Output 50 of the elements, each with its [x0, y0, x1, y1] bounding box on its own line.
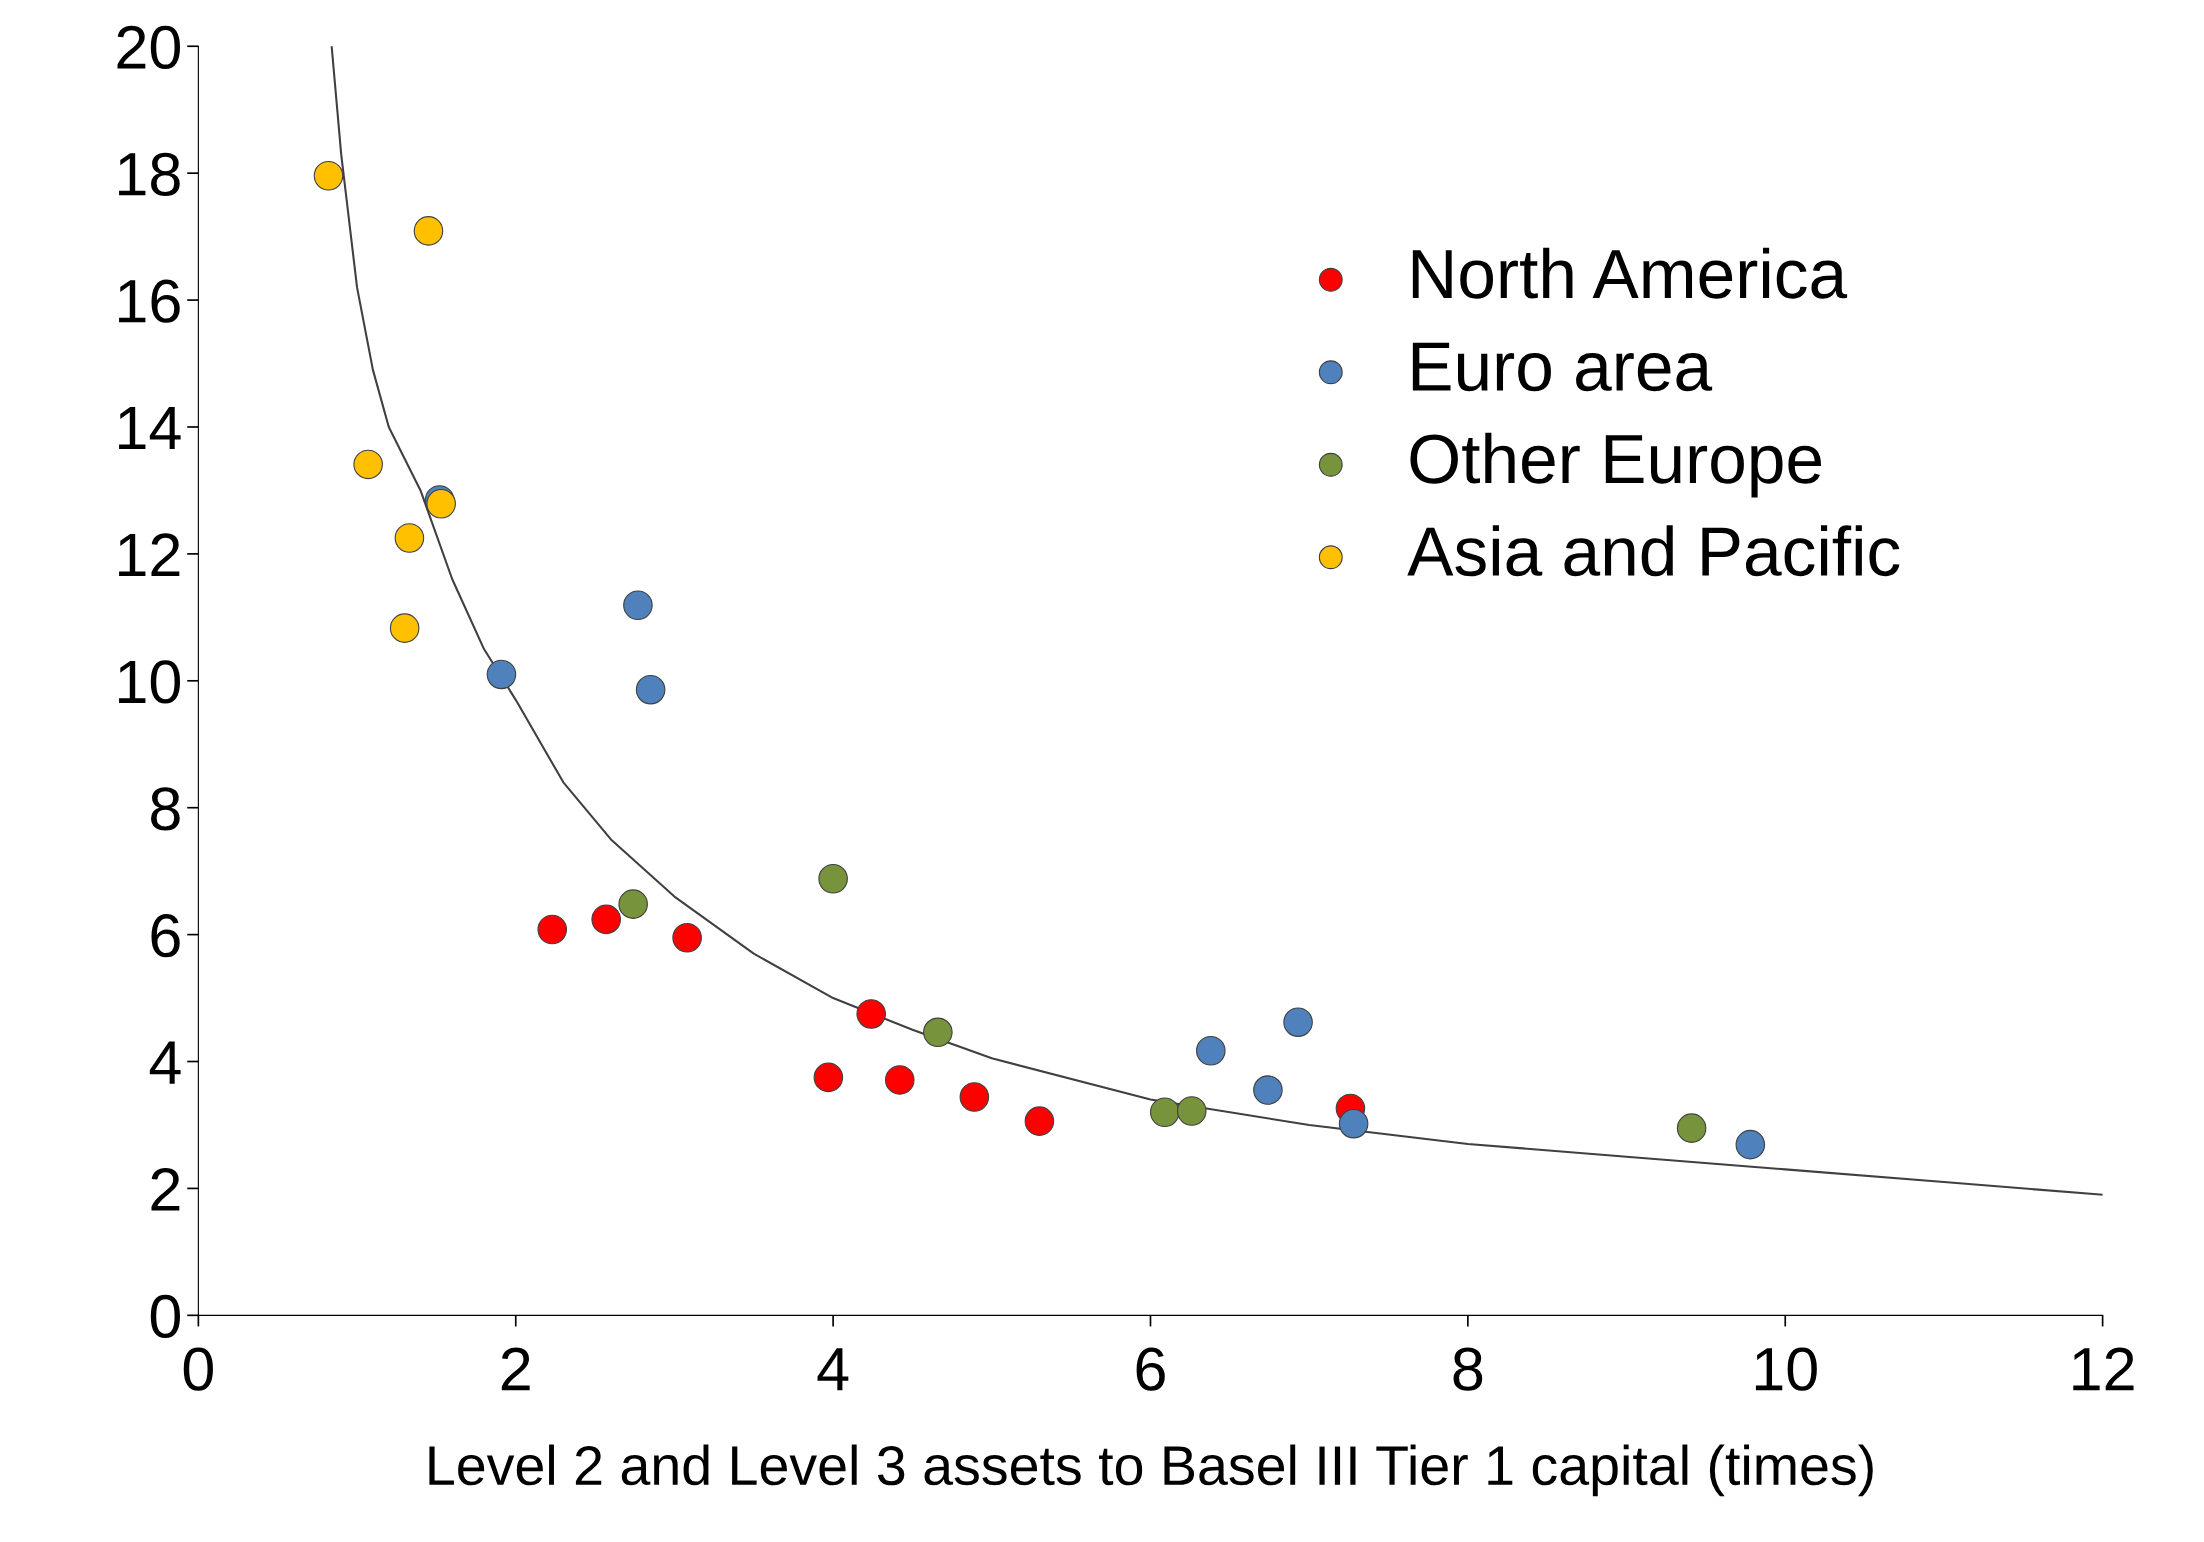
y-tick-label: 10	[119, 660, 180, 704]
legend-label: Other Europe	[1410, 432, 1821, 498]
legend-label: Asia and Pacific	[1407, 525, 1900, 577]
point	[413, 216, 444, 246]
y-tick-label: 6	[151, 914, 180, 958]
point	[591, 904, 621, 935]
point	[353, 449, 383, 480]
point	[313, 160, 344, 191]
point	[1676, 1113, 1707, 1143]
x-tick-label: 10	[1755, 1347, 1817, 1391]
x-tick-label: 8	[1453, 1347, 1483, 1391]
point	[618, 889, 648, 919]
y-tick-label: 8	[151, 787, 180, 831]
x-axis-title: Level 2 and Level 3 assets to Basel III Tier 1 capital (times)	[429, 1444, 1873, 1497]
point	[1338, 1108, 1369, 1139]
point	[672, 922, 702, 953]
point	[818, 863, 848, 894]
point	[1176, 1096, 1207, 1126]
point	[394, 523, 425, 553]
y-tick-label: 4	[149, 1041, 181, 1084]
y-tick-label: 18	[119, 152, 180, 196]
point	[623, 590, 653, 621]
legend-label: North America	[1412, 247, 1848, 299]
point	[1283, 1007, 1313, 1037]
point	[1149, 1097, 1180, 1128]
point	[856, 999, 886, 1029]
point	[389, 613, 420, 643]
y-tick-label: 0	[150, 1294, 180, 1339]
x-tick-label: 2	[501, 1347, 530, 1391]
y-tick-label: 14	[119, 407, 181, 450]
point	[1196, 1035, 1226, 1066]
x-tick-label: 0	[183, 1347, 213, 1391]
point	[486, 659, 517, 690]
x-tick-label: 6	[1136, 1347, 1165, 1391]
x-tick-label: 12	[2073, 1347, 2134, 1391]
point	[635, 674, 666, 705]
point	[1024, 1106, 1055, 1136]
y-tick-label: 12	[119, 533, 180, 577]
point	[884, 1065, 915, 1095]
point	[537, 914, 568, 945]
x-tick-label: 4	[817, 1348, 849, 1391]
point	[813, 1062, 844, 1093]
y-tick-label: 2	[151, 1167, 180, 1211]
legend-label: Euro area	[1412, 342, 1713, 392]
point	[923, 1017, 953, 1048]
point	[959, 1082, 990, 1112]
y-tick-label: 20	[117, 25, 180, 69]
point	[1735, 1129, 1766, 1160]
y-tick-label: 16	[119, 279, 180, 323]
point	[1253, 1075, 1283, 1105]
